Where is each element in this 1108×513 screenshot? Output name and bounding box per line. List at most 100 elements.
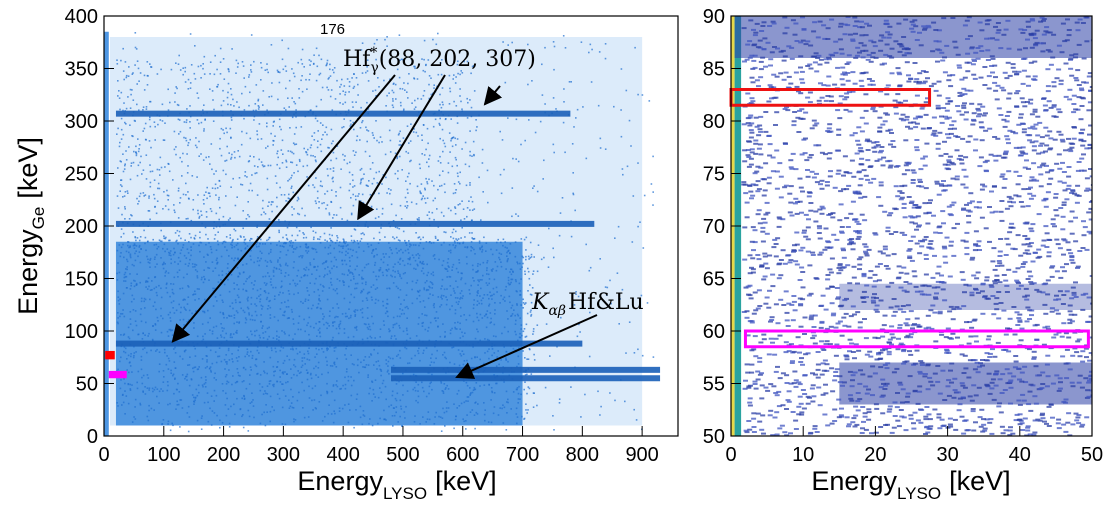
dot: [118, 244, 121, 246]
dot: [263, 165, 266, 167]
dot: [205, 379, 207, 381]
dot: [313, 247, 315, 250]
dot: [575, 117, 577, 119]
dot: [149, 181, 152, 184]
pixel: [1050, 265, 1056, 268]
dot: [147, 75, 149, 77]
dot: [143, 74, 146, 77]
dot: [440, 296, 442, 298]
dot: [198, 288, 200, 290]
dot: [232, 307, 234, 310]
dot: [174, 377, 176, 380]
pixel: [1011, 201, 1016, 204]
dot: [477, 403, 479, 405]
dot: [222, 313, 224, 315]
dot: [392, 266, 395, 268]
dot: [281, 330, 283, 332]
pixel: [912, 19, 918, 22]
pixel: [908, 215, 914, 218]
dot: [366, 184, 368, 187]
dot: [265, 404, 267, 406]
dot: [200, 121, 203, 124]
dot: [310, 307, 313, 310]
dot: [137, 150, 140, 153]
dot: [288, 358, 291, 361]
dot: [260, 138, 263, 140]
dot: [406, 91, 408, 93]
dot: [246, 306, 249, 309]
dot: [168, 239, 170, 242]
dot: [359, 182, 362, 185]
dot: [286, 355, 288, 357]
dot: [349, 161, 351, 164]
dot: [230, 136, 232, 139]
dot: [346, 78, 349, 80]
dot: [327, 371, 329, 374]
dot: [146, 61, 149, 63]
dot: [178, 133, 180, 135]
pixel: [886, 350, 892, 353]
dot: [318, 321, 320, 323]
dot: [486, 269, 488, 272]
dot: [354, 309, 357, 311]
dot: [150, 349, 152, 352]
dot: [264, 424, 267, 427]
pixel: [1004, 207, 1010, 210]
dot: [122, 292, 125, 295]
dot: [369, 418, 371, 420]
pixel: [947, 74, 952, 77]
dot: [353, 228, 356, 230]
dot: [198, 217, 200, 219]
pixel: [939, 418, 945, 421]
dot: [348, 285, 350, 288]
x-tick-label: 200: [207, 444, 240, 466]
dot: [469, 411, 472, 413]
dot: [245, 387, 248, 390]
dot: [481, 245, 483, 248]
pixel: [923, 101, 929, 104]
dot: [254, 310, 257, 313]
dot: [625, 352, 627, 354]
pixel: [793, 260, 799, 263]
dot: [307, 352, 310, 355]
dot: [399, 263, 401, 265]
dot: [328, 315, 331, 317]
dot: [175, 408, 177, 410]
dot: [402, 384, 404, 387]
dot: [226, 96, 229, 99]
dot: [363, 359, 365, 361]
dot: [153, 287, 156, 290]
dot: [179, 426, 181, 428]
dot: [125, 74, 128, 77]
dot: [342, 153, 344, 156]
dot: [291, 174, 293, 177]
dot: [479, 279, 481, 281]
pixel: [806, 218, 811, 221]
dot: [130, 282, 133, 285]
dot: [560, 316, 562, 319]
dot: [373, 177, 375, 180]
pixel: [850, 379, 855, 382]
dot: [191, 175, 194, 177]
dot: [205, 355, 208, 357]
dot: [527, 83, 529, 86]
dot: [299, 280, 301, 282]
pixel: [1023, 47, 1028, 50]
dot: [176, 400, 178, 403]
dot: [137, 370, 140, 373]
dot: [209, 88, 211, 90]
pixel: [878, 351, 884, 354]
dot: [336, 292, 339, 295]
dot: [187, 88, 190, 90]
dot: [525, 335, 528, 338]
dot: [238, 321, 241, 323]
dot: [413, 77, 415, 79]
dot: [258, 245, 260, 248]
dot: [394, 270, 396, 273]
dot: [220, 279, 222, 281]
dot: [233, 288, 236, 290]
dot: [325, 126, 328, 129]
dot: [416, 218, 419, 220]
dot: [181, 358, 184, 360]
dot: [459, 296, 462, 299]
